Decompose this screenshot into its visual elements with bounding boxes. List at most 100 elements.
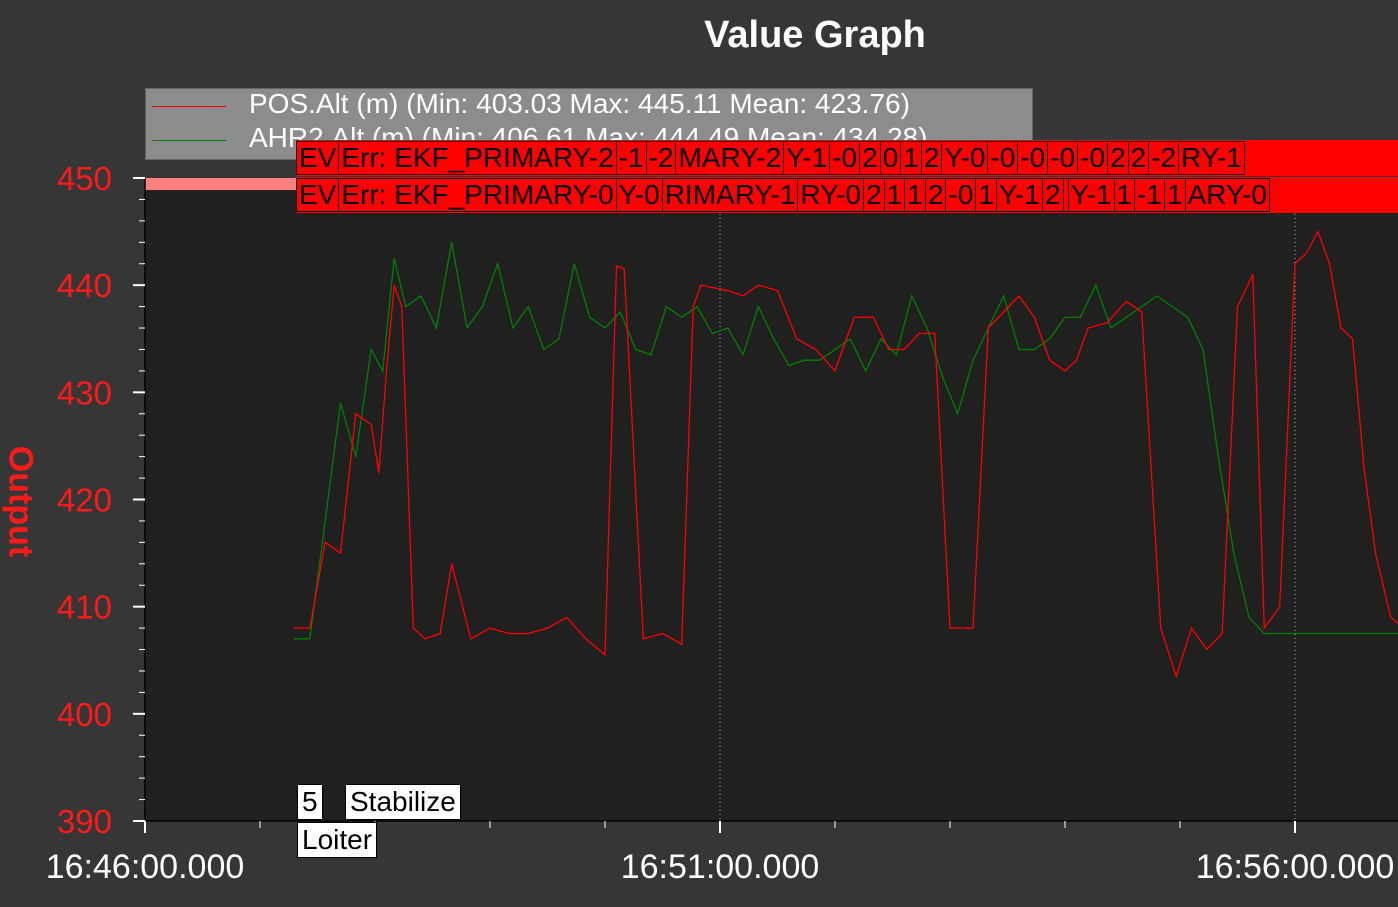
data-point <box>949 627 951 629</box>
data-point <box>1175 675 1177 677</box>
data-point <box>466 327 468 329</box>
mode-number-label: 5 <box>297 784 323 820</box>
y-tick-label: 410 <box>57 589 112 626</box>
data-point <box>757 306 759 308</box>
data-point <box>773 338 775 340</box>
data-point <box>293 627 296 629</box>
data-point <box>1202 348 1204 351</box>
data-point <box>355 456 357 458</box>
event-message: 2 <box>1107 141 1129 175</box>
data-point <box>339 402 342 404</box>
data-point <box>1190 627 1193 629</box>
data-point <box>796 338 798 340</box>
data-point <box>1160 627 1162 629</box>
data-point <box>439 632 441 635</box>
data-point <box>692 306 694 308</box>
data-point <box>324 520 326 522</box>
data-point <box>888 348 890 351</box>
data-point <box>424 638 426 640</box>
data-point <box>834 370 836 372</box>
event-message: RY-0 <box>797 178 865 212</box>
data-point <box>309 638 311 640</box>
data-point <box>378 472 380 474</box>
data-point <box>382 370 384 372</box>
data-point <box>1309 632 1311 635</box>
data-point <box>420 295 422 297</box>
event-message: 2 <box>1127 141 1150 175</box>
data-point <box>1386 632 1388 635</box>
event-message: 1 <box>1113 178 1136 212</box>
data-point <box>872 316 874 318</box>
data-point <box>1325 632 1327 635</box>
data-point <box>1217 456 1219 458</box>
data-point <box>489 627 491 629</box>
data-point <box>1087 327 1089 329</box>
data-point <box>393 284 395 286</box>
data-point <box>309 627 311 629</box>
data-point <box>585 638 587 640</box>
data-point <box>527 306 529 308</box>
event-message: 1 <box>1164 178 1186 212</box>
data-point <box>293 638 296 640</box>
data-point <box>757 284 759 286</box>
data-point <box>1363 466 1365 468</box>
event-message: -2 <box>1148 141 1180 175</box>
event-message: Y-1 <box>783 141 831 175</box>
data-point <box>696 306 698 308</box>
event-message: ARY-0 <box>1184 178 1270 212</box>
event-message: 0 <box>879 141 902 175</box>
x-tick-label: 16:51:00.000 <box>621 848 820 886</box>
data-point <box>934 332 936 334</box>
event-message: -1 <box>1134 178 1166 212</box>
data-point <box>1355 632 1357 635</box>
legend-entry-pos[interactable]: POS.Alt (m) (Min: 403.03 Max: 445.11 Mea… <box>146 89 1032 123</box>
axes: 390 400 410 420 430 440 450 16:46:00.000 16:51:0… <box>46 160 1398 886</box>
data-point <box>972 627 974 629</box>
data-point <box>1033 348 1035 351</box>
event-message: EV <box>296 141 340 175</box>
event-message: Y-0 <box>615 178 663 212</box>
data-point <box>435 327 437 329</box>
y-tick-label: 400 <box>57 696 112 733</box>
data-point <box>1064 370 1066 372</box>
data-point <box>727 289 729 292</box>
event-message: 2 <box>859 141 881 175</box>
data-point <box>1263 632 1265 635</box>
event-message: MARY-2 <box>675 141 785 175</box>
event-message: Y-1 <box>1067 178 1115 212</box>
message-row-1: EV Err: EKF_PRIMARY-2 -1 -2 MARY-2 Y-1 -0 2 0 1 2 Y… <box>296 140 1398 176</box>
data-point <box>1141 311 1143 313</box>
event-message: -0 <box>829 141 861 175</box>
data-point <box>508 632 510 635</box>
series-layer <box>293 230 1398 679</box>
data-point <box>558 338 560 340</box>
data-point <box>1141 306 1143 308</box>
data-point <box>543 348 545 351</box>
data-point <box>451 563 453 565</box>
data-point <box>1095 284 1097 286</box>
data-point <box>788 364 790 367</box>
event-message: -2 <box>645 141 677 175</box>
data-point <box>355 413 357 415</box>
data-point <box>1252 273 1254 276</box>
event-message: Y-1 <box>995 178 1043 212</box>
event-message: 2 <box>924 178 947 212</box>
data-point <box>776 289 779 292</box>
data-point <box>1049 359 1051 361</box>
series-pos-alt <box>293 230 1398 679</box>
data-point <box>619 311 621 313</box>
data-point <box>681 643 683 645</box>
data-point <box>834 348 836 351</box>
x-tick-label: 16:56:00.000 <box>1196 848 1395 886</box>
data-point <box>412 627 414 629</box>
data-point <box>849 338 851 340</box>
plot-background <box>145 178 1398 821</box>
data-point <box>926 327 928 329</box>
series-ahr2-alt <box>293 241 1398 640</box>
x-tick-label: 16:46:00.000 <box>46 848 245 886</box>
event-message: 2 <box>1041 178 1064 212</box>
data-point <box>1317 230 1319 233</box>
event-message: Err: EKF_PRIMARY-2 <box>338 141 617 175</box>
data-point <box>987 327 989 329</box>
